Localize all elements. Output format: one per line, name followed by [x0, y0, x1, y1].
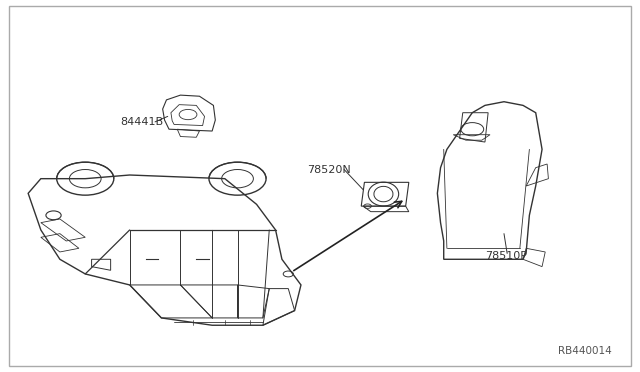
Text: 78520N: 78520N [307, 164, 351, 174]
Text: 84441B: 84441B [120, 117, 163, 127]
Text: RB440014: RB440014 [558, 346, 612, 356]
Text: 78510P: 78510P [485, 251, 527, 261]
